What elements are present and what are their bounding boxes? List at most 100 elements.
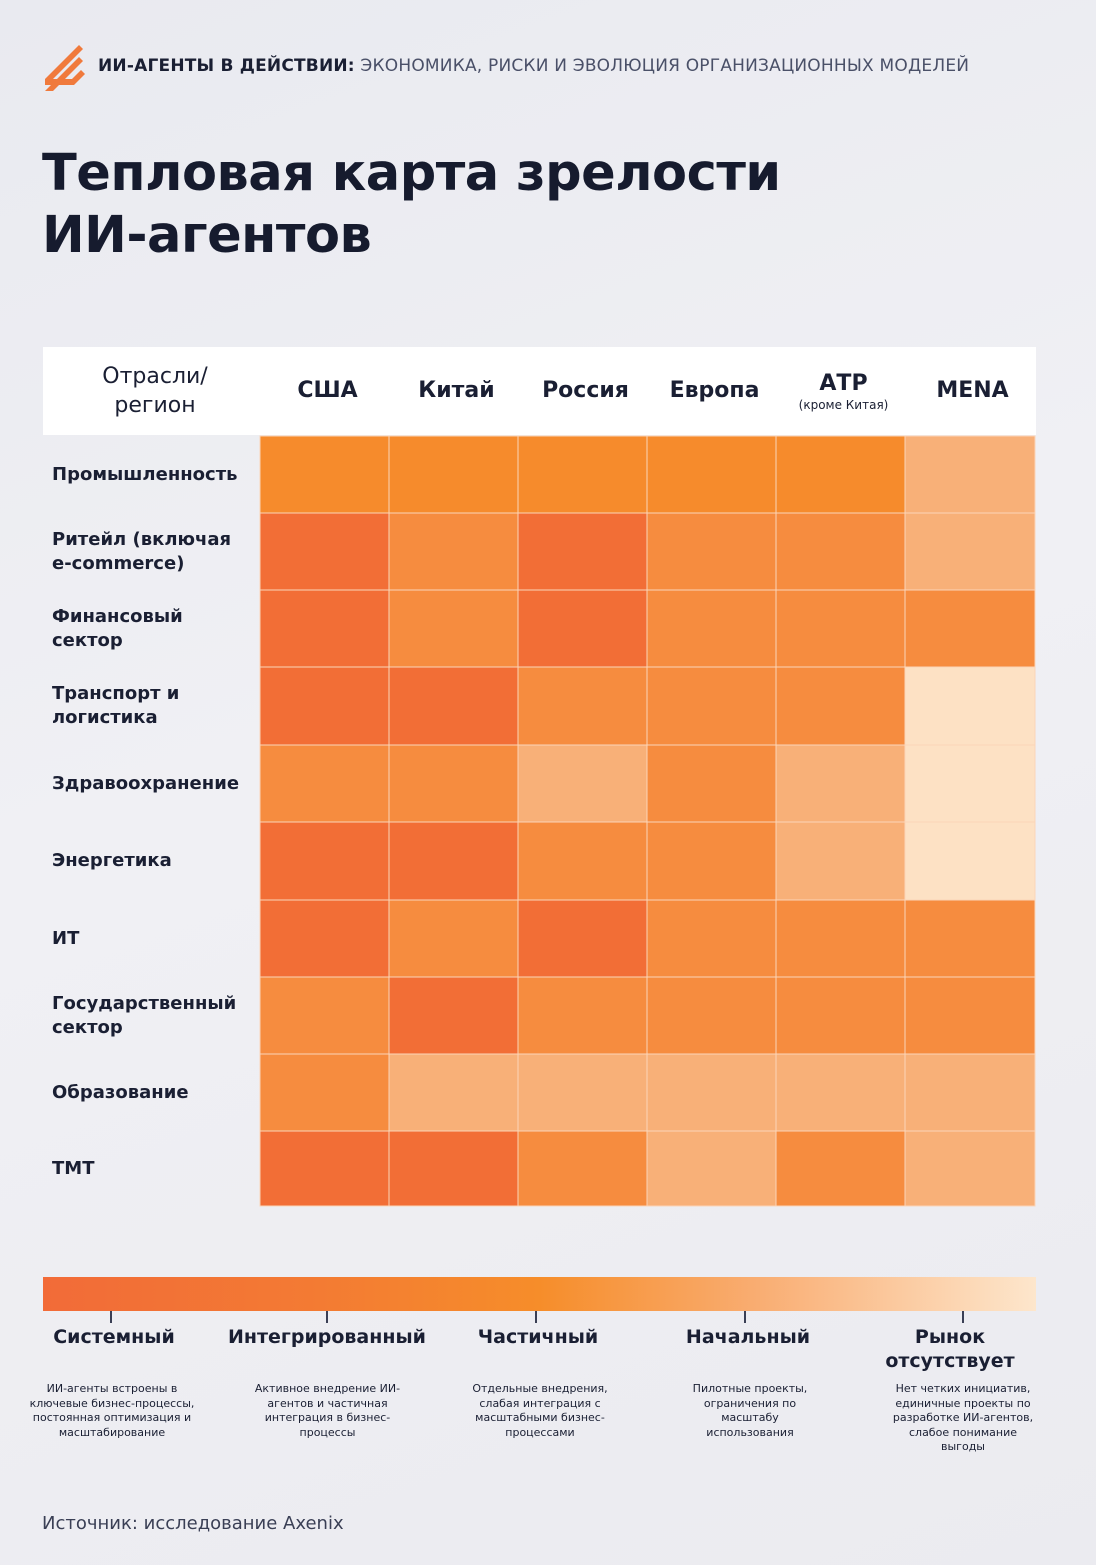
top-header: ИИ-АГЕНТЫ В ДЕЙСТВИИ: ЭКОНОМИКА, РИСКИ И… — [42, 38, 969, 94]
column-header-apac: АТР (кроме Китая) — [779, 347, 908, 435]
heatmap-cell: Интегрированный — [775, 899, 906, 978]
heatmap-cell: Частичный — [646, 435, 777, 514]
source-note: Источник: исследование Axenix — [42, 1513, 344, 1534]
row-label-transport: Транспорт и логистика — [52, 683, 180, 728]
heatmap-cell: Начальный — [646, 1053, 777, 1132]
heatmap-cell: Начальный — [775, 821, 906, 901]
row-label-tmt: ТМТ — [52, 1157, 95, 1179]
row-label-education: Образование — [52, 1081, 189, 1103]
page-title-line-1: Тепловая карта зрелости — [42, 144, 781, 203]
column-header-china: Китай — [392, 347, 521, 435]
heatmap-cell: Системный — [388, 976, 519, 1055]
heatmap-cell: Интегрированный — [259, 1053, 390, 1132]
row-label-retail: Ритейл (включая e-commerce) — [52, 528, 232, 574]
heatmap-cell: Интегрированный — [388, 512, 519, 591]
heatmap-cell: Начальный — [388, 1053, 519, 1132]
heatmap-cell: Системный — [259, 1130, 390, 1207]
heatmap-cell: Начальный — [904, 1053, 1036, 1132]
heatmap-cell: Начальный — [517, 1053, 648, 1132]
heatmap-cell: Интегрированный — [646, 666, 777, 746]
page-title: Тепловая карта зрелости ИИ-агентов — [42, 143, 942, 267]
heatmap-cell: Частичный — [259, 435, 390, 514]
heatmap-cell: Частичный — [388, 435, 519, 514]
report-title: ИИ-АГЕНТЫ В ДЕЙСТВИИ: ЭКОНОМИКА, РИСКИ И… — [98, 56, 969, 76]
heatmap-cell: Интегрированный — [517, 666, 648, 746]
row-label-it: ИТ — [52, 927, 80, 949]
column-note: (кроме Китая) — [798, 397, 889, 412]
level-title-integrated: Интегрированный — [227, 1326, 426, 1348]
heatmap-cell: Начальный — [517, 744, 648, 823]
maturity-scale-bar — [43, 1277, 1036, 1311]
report-title-light: ЭКОНОМИКА, РИСКИ И ЭВОЛЮЦИЯ ОРГАНИЗАЦИОН… — [360, 56, 970, 76]
heatmap-cell: Частичный — [517, 435, 648, 514]
corner-label: Отрасли/ регион — [102, 364, 208, 418]
heatmap-cell: Интегрированный — [775, 976, 906, 1055]
heatmap-cell: Интегрированный — [775, 1130, 906, 1207]
heatmap-cell: Интегрированный — [388, 589, 519, 668]
heatmap-cell: Системный — [388, 666, 519, 746]
heatmap-cell: Интегрированный — [775, 589, 906, 668]
row-label-healthcare: Здравоохранение — [52, 772, 240, 794]
heatmap-cell: Интегрированный — [646, 976, 777, 1055]
scale-tick — [744, 1311, 746, 1323]
heatmap-cell: Интегрированный — [259, 744, 390, 823]
heatmap-cell: Интегрированный — [646, 589, 777, 668]
level-description-integrated: Активное внедрение ИИ-агентов и частична… — [254, 1382, 401, 1439]
heatmap-cell: Рынок отсутствует — [904, 666, 1036, 746]
heatmap-cell: Интегрированный — [517, 1130, 648, 1207]
heatmap-cell: Интегрированный — [775, 512, 906, 591]
heatmap-cell: Интегрированный — [517, 976, 648, 1055]
heatmap-cell: Начальный — [904, 1130, 1036, 1207]
heatmap-cell: Интегрированный — [388, 744, 519, 823]
column-header-mena: MENA — [908, 347, 1037, 435]
stripes-logo-icon — [45, 45, 85, 91]
column-header-russia: Россия — [521, 347, 650, 435]
row-label-government: Государственный сектор — [52, 992, 237, 1038]
heatmap-cell: Начальный — [646, 1130, 777, 1207]
heatmap-cell: Интегрированный — [259, 976, 390, 1055]
column-name: Европа — [669, 378, 760, 403]
heatmap-cell: Интегрированный — [388, 899, 519, 978]
heatmap-cell: Системный — [259, 512, 390, 591]
level-title-partial: Частичный — [477, 1326, 599, 1348]
level-title-no-market: Рынок отсутствует — [885, 1326, 1015, 1372]
heatmap-cell: Начальный — [904, 512, 1036, 591]
heatmap-cell: Рынок отсутствует — [904, 744, 1036, 823]
heatmap-cell: Интегрированный — [904, 899, 1036, 978]
row-label-energy: Энергетика — [52, 850, 172, 871]
heatmap-cell: Системный — [517, 589, 648, 668]
level-title-initial: Начальный — [685, 1326, 811, 1348]
heatmap-cell: Системный — [517, 512, 648, 591]
heatmap-cell: Системный — [259, 899, 390, 978]
column-name: США — [297, 378, 358, 403]
level-description-partial: Отдельные внедрения, слабая интеграция с… — [472, 1382, 608, 1439]
level-title-systemic: Системный — [53, 1326, 175, 1348]
heatmap-cell: Начальный — [775, 1053, 906, 1132]
row-label-industry: Промышленность — [52, 463, 238, 485]
page-title-line-2: ИИ-агентов — [42, 206, 372, 265]
scale-tick — [326, 1311, 328, 1323]
scale-tick — [962, 1311, 964, 1323]
heatmap-cell: Интегрированный — [904, 976, 1036, 1055]
column-header-usa: США — [263, 347, 392, 435]
heatmap-header: Отрасли/ регион США Китай Россия Европа … — [43, 347, 1036, 435]
heatmap-cell: Системный — [259, 666, 390, 746]
scale-tick — [110, 1311, 112, 1323]
column-header-europe: Европа — [650, 347, 779, 435]
heatmap-cell: Частичный — [775, 435, 906, 514]
heatmap-cell: Начальный — [775, 744, 906, 823]
report-title-bold: ИИ-АГЕНТЫ В ДЕЙСТВИИ: — [98, 56, 355, 76]
heatmap-cell: Рынок отсутствует — [904, 821, 1036, 901]
heatmap-cell: Интегрированный — [517, 821, 648, 901]
heatmap-cell: Интегрированный — [904, 589, 1036, 668]
heatmap-cell: Интегрированный — [646, 744, 777, 823]
heatmap-cell: Системный — [388, 1130, 519, 1207]
heatmap-cell: Системный — [259, 821, 390, 901]
level-description-no-market: Нет четких инициатив, единичные проекты … — [892, 1382, 1034, 1453]
column-name: Китай — [418, 378, 495, 403]
heatmap-cell: Интегрированный — [646, 821, 777, 901]
column-name: АТР — [819, 370, 868, 396]
scale-tick — [535, 1311, 537, 1323]
heatmap-cell: Интегрированный — [646, 512, 777, 591]
